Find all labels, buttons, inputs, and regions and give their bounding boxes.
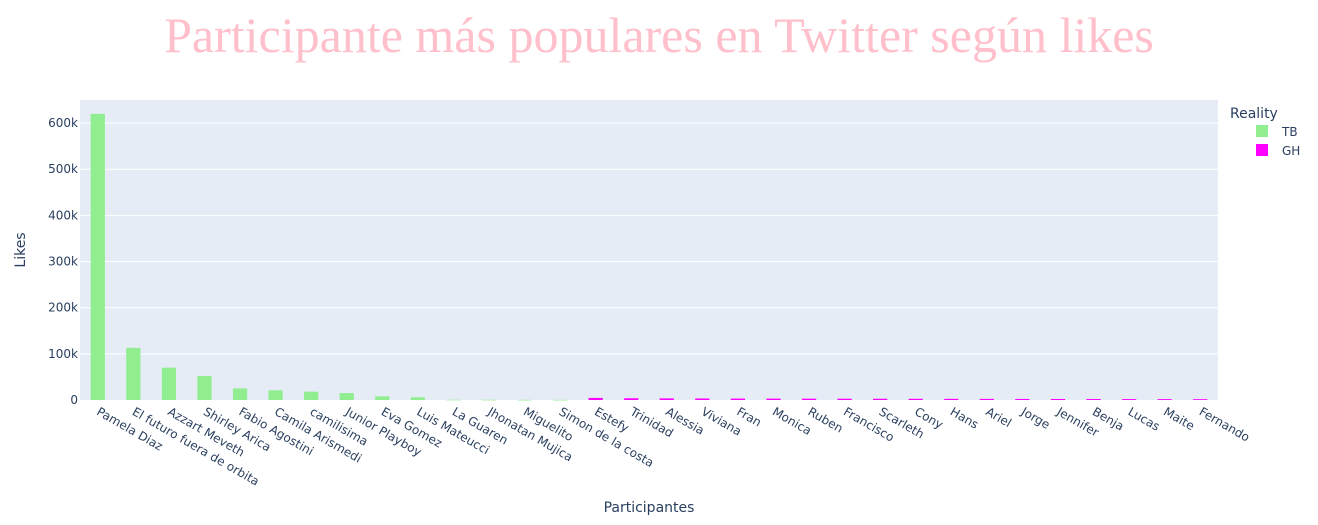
bar-gh [1015,398,1030,400]
legend: Reality TB GH [1230,106,1300,158]
y-tick-label: 100k [48,347,78,361]
bar-gh [766,398,781,400]
y-tick-label: 0 [70,393,78,407]
x-tick-label: Ruben [806,404,846,435]
x-tick-label: Ariel [983,404,1014,430]
bar-tb [126,347,141,400]
bar-gh [979,398,994,400]
bar-tb [90,113,105,400]
bar-gh [1086,399,1101,400]
bar-gh [1157,399,1172,400]
bar-gh [624,398,639,400]
bar-tb [446,399,461,401]
y-tick-label: 200k [48,301,78,315]
x-tick-label: Monica [770,404,814,437]
chart-title: Participante más populares en Twitter se… [164,7,1154,63]
y-tick-label: 500k [48,162,78,176]
x-tick-label: Viviana [699,404,744,438]
bar-gh [1050,398,1066,400]
bar-tb [481,399,497,401]
y-tick-label: 300k [48,255,78,269]
bar-tb [517,399,532,401]
gridlines [80,122,1218,355]
legend-swatch-tb[interactable] [1256,125,1268,137]
x-axis-title: Participantes [604,500,695,516]
bar-gh [801,398,817,400]
bars [90,113,1208,401]
bar-gh [730,398,746,400]
y-tick-label: 600k [48,116,78,130]
bar-tb [410,397,425,400]
bar-gh [588,397,603,400]
bar-gh [695,398,710,400]
bar-gh [1193,399,1208,400]
x-tick-label: Hans [948,404,981,431]
bar-gh [837,398,852,400]
bar-tb [304,391,319,400]
bar-tb [161,367,177,400]
legend-label-gh[interactable]: GH [1282,144,1300,158]
legend-swatch-gh[interactable] [1256,144,1268,156]
bar-tb [552,399,568,401]
y-axis-ticks: 0 100k 200k 300k 400k 500k 600k [48,116,78,407]
bar-tb [268,390,283,400]
x-tick-label: Jorge [1018,404,1052,432]
y-axis-title: Likes [13,232,29,267]
plot-area [80,100,1218,400]
bar-tb [375,396,390,400]
legend-title: Reality [1230,106,1278,122]
bar-gh [873,398,888,400]
x-tick-label: Maite [1161,404,1197,433]
bar-tb [232,388,248,400]
x-tick-label: Lucas [1126,404,1163,433]
bar-tb [197,376,212,400]
bar-tb [339,393,354,400]
legend-label-tb[interactable]: TB [1281,125,1298,139]
bar-gh [1121,399,1137,400]
y-tick-label: 400k [48,208,78,222]
bar-gh [908,398,923,400]
x-tick-label: Fernando [1197,404,1252,444]
bar-gh [659,398,674,400]
bar-gh [944,398,959,400]
